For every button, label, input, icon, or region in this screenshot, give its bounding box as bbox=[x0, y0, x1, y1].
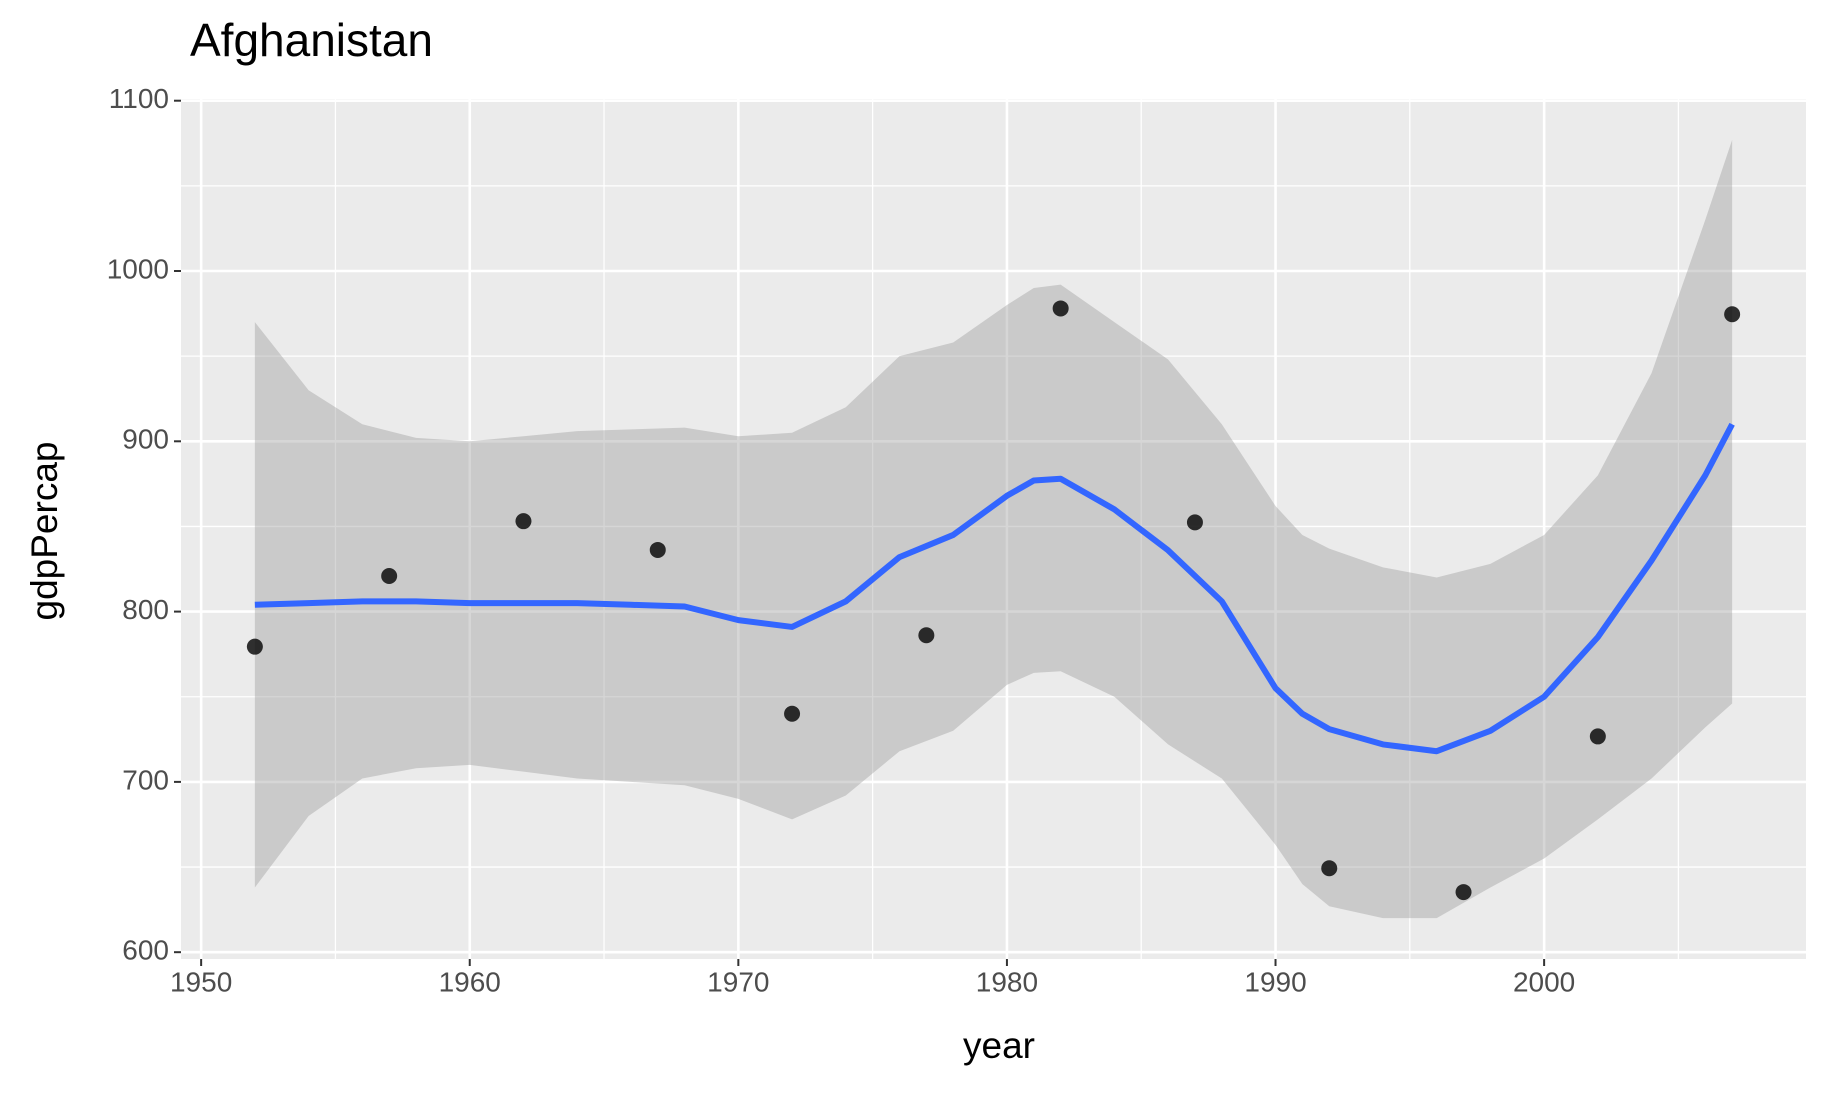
data-point bbox=[1589, 728, 1606, 745]
y-tick-label: 600 bbox=[122, 935, 169, 966]
y-tick-label: 1100 bbox=[109, 83, 169, 114]
x-tick-label: 1950 bbox=[170, 966, 232, 997]
chart-title: Afghanistan bbox=[190, 14, 433, 66]
plot-panel bbox=[181, 99, 1806, 959]
x-tick-label: 1960 bbox=[439, 966, 501, 997]
smooth-line bbox=[254, 422, 1735, 755]
data-point bbox=[381, 568, 398, 585]
y-axis-title: gdpPercap bbox=[24, 442, 65, 621]
data-point bbox=[1052, 300, 1069, 317]
data-point bbox=[1724, 306, 1741, 323]
data-point bbox=[1321, 860, 1338, 877]
data-point bbox=[246, 638, 263, 655]
data-point bbox=[1186, 514, 1203, 531]
y-tick-label: 900 bbox=[122, 424, 169, 455]
y-tick-label: 800 bbox=[122, 594, 169, 625]
y-tick-label: 1000 bbox=[107, 253, 169, 284]
x-tick-label: 1990 bbox=[1244, 966, 1306, 997]
y-tick-label: 700 bbox=[122, 764, 169, 795]
confidence-band bbox=[254, 139, 1733, 919]
data-point bbox=[649, 541, 666, 558]
x-tick-label: 1980 bbox=[976, 966, 1038, 997]
data-point bbox=[515, 513, 532, 530]
data-point bbox=[1455, 884, 1472, 901]
x-axis-title: year bbox=[963, 1025, 1035, 1066]
data-point bbox=[918, 627, 935, 644]
data-point bbox=[784, 705, 801, 722]
x-tick-label: 1970 bbox=[707, 966, 769, 997]
x-tick-label: 2000 bbox=[1513, 966, 1575, 997]
